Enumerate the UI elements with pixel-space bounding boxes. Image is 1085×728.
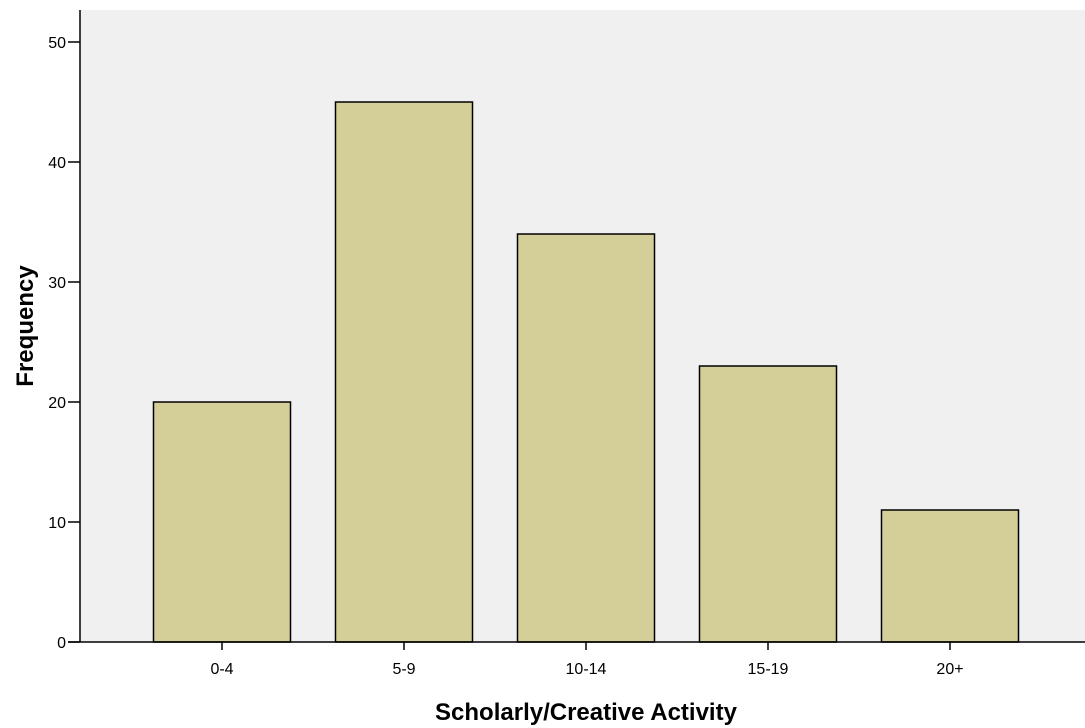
x-tick-label: 5-9 bbox=[392, 661, 415, 678]
x-tick-label: 15-19 bbox=[748, 661, 789, 678]
y-tick-label: 30 bbox=[48, 275, 66, 292]
bar-5-9 bbox=[334, 101, 474, 643]
bar-0-4 bbox=[152, 401, 292, 643]
y-tick-label: 20 bbox=[48, 395, 66, 412]
x-axis: 0-4 5-9 10-14 15-19 20+ bbox=[68, 641, 1085, 678]
x-tick-label: 0-4 bbox=[210, 661, 233, 678]
y-axis: 0 10 20 30 40 50 bbox=[48, 10, 81, 652]
x-axis-title: Scholarly/Creative Activity bbox=[435, 699, 738, 726]
x-tick-label: 20+ bbox=[936, 661, 963, 678]
y-tick-label: 50 bbox=[48, 35, 66, 52]
bar-20+ bbox=[880, 509, 1020, 643]
bar-15-19 bbox=[698, 365, 838, 643]
x-tick-label: 10-14 bbox=[566, 661, 607, 678]
bars-group bbox=[152, 101, 1020, 643]
bar-10-14 bbox=[516, 233, 656, 643]
y-tick-label: 40 bbox=[48, 155, 66, 172]
y-tick-label: 10 bbox=[48, 515, 66, 532]
y-axis-title: Frequency bbox=[12, 265, 39, 387]
y-tick-label: 0 bbox=[57, 635, 66, 652]
